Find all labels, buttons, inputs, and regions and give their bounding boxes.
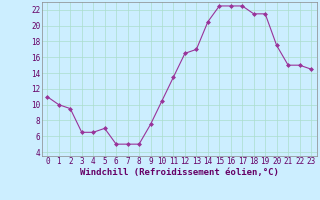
X-axis label: Windchill (Refroidissement éolien,°C): Windchill (Refroidissement éolien,°C) xyxy=(80,168,279,177)
